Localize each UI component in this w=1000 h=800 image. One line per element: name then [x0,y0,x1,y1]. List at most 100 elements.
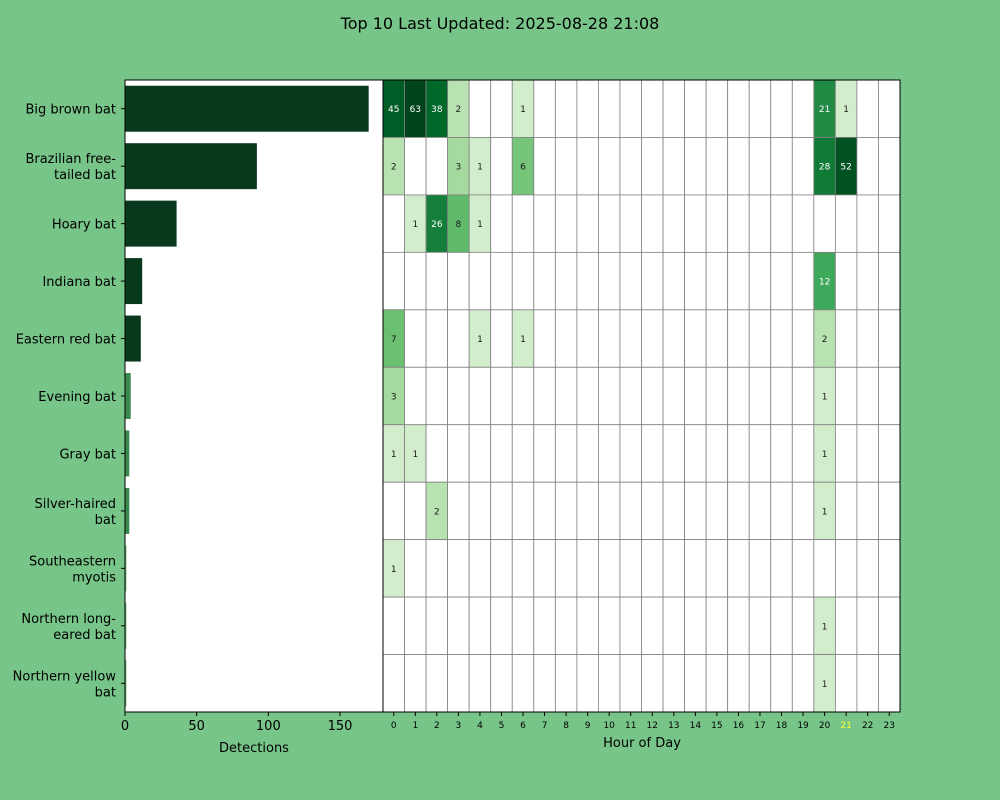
heatmap-cell [705,596,729,655]
heatmap-cell [791,539,815,598]
heatmap-cell [554,654,578,713]
heatmap-cell [662,309,685,368]
heatmap-cell [382,194,405,253]
heatmap-cell [748,309,772,368]
heatmap-cell [554,251,578,311]
heatmap-cell [554,424,578,483]
heatmap-cell [598,137,621,196]
bar-2 [125,200,177,247]
bar-1 [125,143,257,190]
heatmap-cell [576,481,599,541]
heatmap-cell [425,539,449,598]
heatmap-cell [878,79,901,138]
heatmap-cell-value: 1 [477,220,483,230]
bar-category-label: bat [95,513,116,528]
heatmap-hour-label: 16 [733,721,745,731]
heatmap-cell [511,194,535,253]
bar-category-label: Silver-haired [35,497,117,512]
heatmap-hour-label: 23 [884,721,895,731]
heatmap-cell [748,137,772,196]
heatmap-cell [490,424,513,483]
heatmap-cell [619,596,642,655]
heatmap-cell [576,539,599,598]
bar-9 [125,602,127,649]
heatmap-cell [576,424,599,483]
heatmap-cell [554,366,578,426]
heatmap-cell [533,194,556,253]
heatmap-cell [447,596,470,655]
heatmap-cell [641,137,664,196]
heatmap-cell [447,366,470,426]
heatmap-cell [856,251,879,311]
heatmap-cell [619,481,642,541]
bar-category-label: Brazilian free- [25,152,116,167]
heatmap-cell [684,79,707,138]
heatmap-cell [425,424,449,483]
heatmap-cell [382,251,405,311]
heatmap-cell [576,366,599,426]
heatmap-cell [576,309,599,368]
bar-8 [125,545,127,592]
heatmap-cell [662,251,685,311]
heatmap-cell [490,596,513,655]
heatmap-cell [468,481,492,541]
heatmap-cell [748,481,772,541]
heatmap-cell [748,251,772,311]
heatmap-cell [619,194,642,253]
heatmap-cell [533,481,556,541]
heatmap-cell [834,596,858,655]
heatmap-hour-label: 15 [711,721,722,731]
heatmap-cell [727,79,750,138]
heatmap-cell [554,137,578,196]
bar-category-label: Northern long- [21,612,116,627]
heatmap-cell [447,481,470,541]
heatmap-cell [598,194,621,253]
heatmap-cell [727,137,750,196]
heatmap-cell-value: 63 [410,105,421,115]
heatmap-cell [878,137,901,196]
heatmap-cell [813,194,836,253]
heatmap-cell [684,596,707,655]
bar-category-label: tailed bat [54,168,116,183]
heatmap-cell [641,251,664,311]
heatmap-cell [878,596,901,655]
heatmap-cell [404,309,427,368]
heatmap-x-axis-label: Hour of Day [603,736,681,751]
heatmap-cell-value: 1 [391,450,397,460]
heatmap-cell [856,366,879,426]
heatmap-cell [791,424,815,483]
heatmap-hour-label: 14 [690,721,702,731]
heatmap-cell [490,481,513,541]
heatmap-cell [834,424,858,483]
heatmap-cell [641,596,664,655]
bar-x-tick-label: 150 [328,719,353,734]
heatmap-hour-label: 20 [819,721,831,731]
heatmap-hour-label: 4 [477,721,483,731]
heatmap-cell [447,424,470,483]
heatmap-cell-value: 1 [412,220,418,230]
heatmap-hour-label: 2 [434,721,440,731]
heatmap-cell [576,137,599,196]
heatmap-cell-value: 6 [520,163,526,173]
heatmap-cell [770,137,793,196]
heatmap-hour-label: 7 [542,721,548,731]
heatmap-cell-value: 1 [477,335,483,345]
heatmap-cell [425,137,449,196]
bar-chart-panel: Big brown bat Brazilian free-tailed bat Ho… [13,79,384,734]
heatmap-cell [511,539,535,598]
heatmap-cell-value: 2 [822,335,828,345]
heatmap-cell [533,366,556,426]
heatmap-cell [641,424,664,483]
heatmap-cell [705,251,729,311]
heatmap-cell [468,79,492,138]
heatmap-cell [404,137,427,196]
heatmap-cell-value: 52 [840,163,851,173]
heatmap-cell [598,309,621,368]
heatmap-cell [748,366,772,426]
heatmap-cell [533,654,556,713]
heatmap-cell-value: 3 [391,393,397,403]
heatmap-cell [468,251,492,311]
heatmap-cell [748,424,772,483]
bar-x-tick-label: 0 [121,719,129,734]
